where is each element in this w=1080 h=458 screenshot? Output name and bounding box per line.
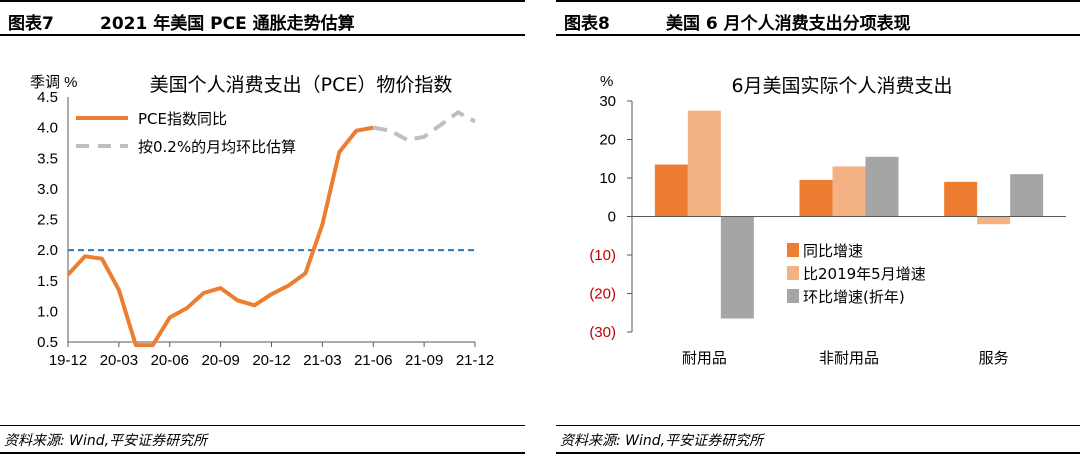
pce-yoy-line: [66, 125, 374, 348]
left-source-note: 资料来源: Wind,平安证券研究所: [4, 433, 208, 449]
y-tick-label: 3.5: [37, 150, 58, 167]
y-axis-label: %: [600, 73, 613, 90]
y-tick-label: (20): [589, 286, 616, 303]
x-tick-label: 20-12: [252, 352, 290, 369]
x-tick-label: 21-06: [354, 352, 392, 369]
y-tick-label: (10): [589, 247, 616, 264]
y-tick-label: 4.0: [37, 120, 58, 137]
bar-0-2: [720, 216, 754, 319]
bar-2-0: [944, 181, 978, 217]
left-panel: 图表7 2021 年美国 PCE 通胀走势估算 0.5 1.0 1.5 2.0 2.5 3…: [0, 0, 525, 458]
y-tick-label: 30: [599, 93, 616, 110]
y-tick-label: 1.5: [37, 273, 58, 290]
right-panel: 图表8 美国 6 月个人消费支出分项表现 30 20 10 0 (10) (20) (30)…: [556, 0, 1080, 458]
pce-line-chart: 0.5 1.0 1.5 2.0 2.5 3.0 3.5 4.0 4.5 19-12 20-03 20-…: [30, 74, 494, 369]
y-tick-label: 2.0: [37, 242, 58, 259]
left-footer-divider: [0, 425, 525, 426]
right-source-note: 资料来源: Wind,平安证券研究所: [560, 433, 764, 449]
left-figure-label: 图表7: [8, 14, 54, 34]
left-bottom-rule: [0, 452, 525, 454]
x-tick-label: 21-09: [405, 352, 443, 369]
chart-title: 美国个人消费支出（PCE）物价指数: [150, 74, 453, 96]
chart-title: 6月美国实际个人消费支出: [731, 75, 952, 97]
legend-swatch: [787, 243, 799, 257]
y-tick-label: 0.5: [37, 334, 58, 351]
bar-0-0: [654, 164, 688, 217]
bar-0-1: [687, 110, 721, 217]
y-tick-label: 20: [599, 132, 616, 149]
y-axis-label: 季调 %: [30, 74, 78, 91]
right-footer-divider: [556, 425, 1080, 426]
x-category-label: 服务: [979, 350, 1009, 367]
right-figure-label: 图表8: [564, 14, 610, 34]
x-tick-label: 20-03: [100, 352, 138, 369]
bar-1-2: [865, 156, 899, 217]
y-tick-label: 10: [599, 170, 616, 187]
legend-swatch: [787, 289, 799, 303]
legend-label: 同比增速: [803, 242, 863, 260]
y-tick-label: 3.0: [37, 181, 58, 198]
x-tick-label: 20-09: [201, 352, 239, 369]
bar-2-1: [977, 216, 1011, 225]
y-tick-label: 2.5: [37, 212, 58, 229]
pce-estimate-line: [372, 110, 476, 142]
x-tick-label: 21-03: [303, 352, 341, 369]
right-header-bar: 图表8 美国 6 月个人消费支出分项表现: [556, 0, 1080, 36]
legend-label: 环比增速(折年): [803, 288, 905, 306]
legend-label: PCE指数同比: [138, 110, 227, 128]
x-category-label: 非耐用品: [819, 350, 879, 367]
y-tick-label: 1.0: [37, 303, 58, 320]
right-figure-title: 美国 6 月个人消费支出分项表现: [666, 14, 911, 34]
x-category-label: 耐用品: [682, 350, 727, 367]
bar-1-1: [832, 166, 866, 217]
left-figure-title: 2021 年美国 PCE 通胀走势估算: [100, 14, 355, 34]
y-tick-label: 4.5: [37, 89, 58, 106]
y-tick-label: (30): [589, 324, 616, 341]
y-tick-label: 0: [608, 209, 616, 226]
bar-2-2: [1010, 174, 1044, 217]
bar-1-0: [799, 179, 833, 217]
x-tick-label: 20-06: [151, 352, 189, 369]
right-bottom-rule: [556, 452, 1080, 454]
legend-label: 比2019年5月增速: [803, 265, 926, 283]
x-tick-label: 19-12: [49, 352, 87, 369]
legend-swatch: [787, 266, 799, 280]
left-header-bar: 图表7 2021 年美国 PCE 通胀走势估算: [0, 0, 525, 36]
legend-label: 按0.2%的月均环比估算: [138, 138, 296, 156]
x-tick-label: 21-12: [456, 352, 494, 369]
